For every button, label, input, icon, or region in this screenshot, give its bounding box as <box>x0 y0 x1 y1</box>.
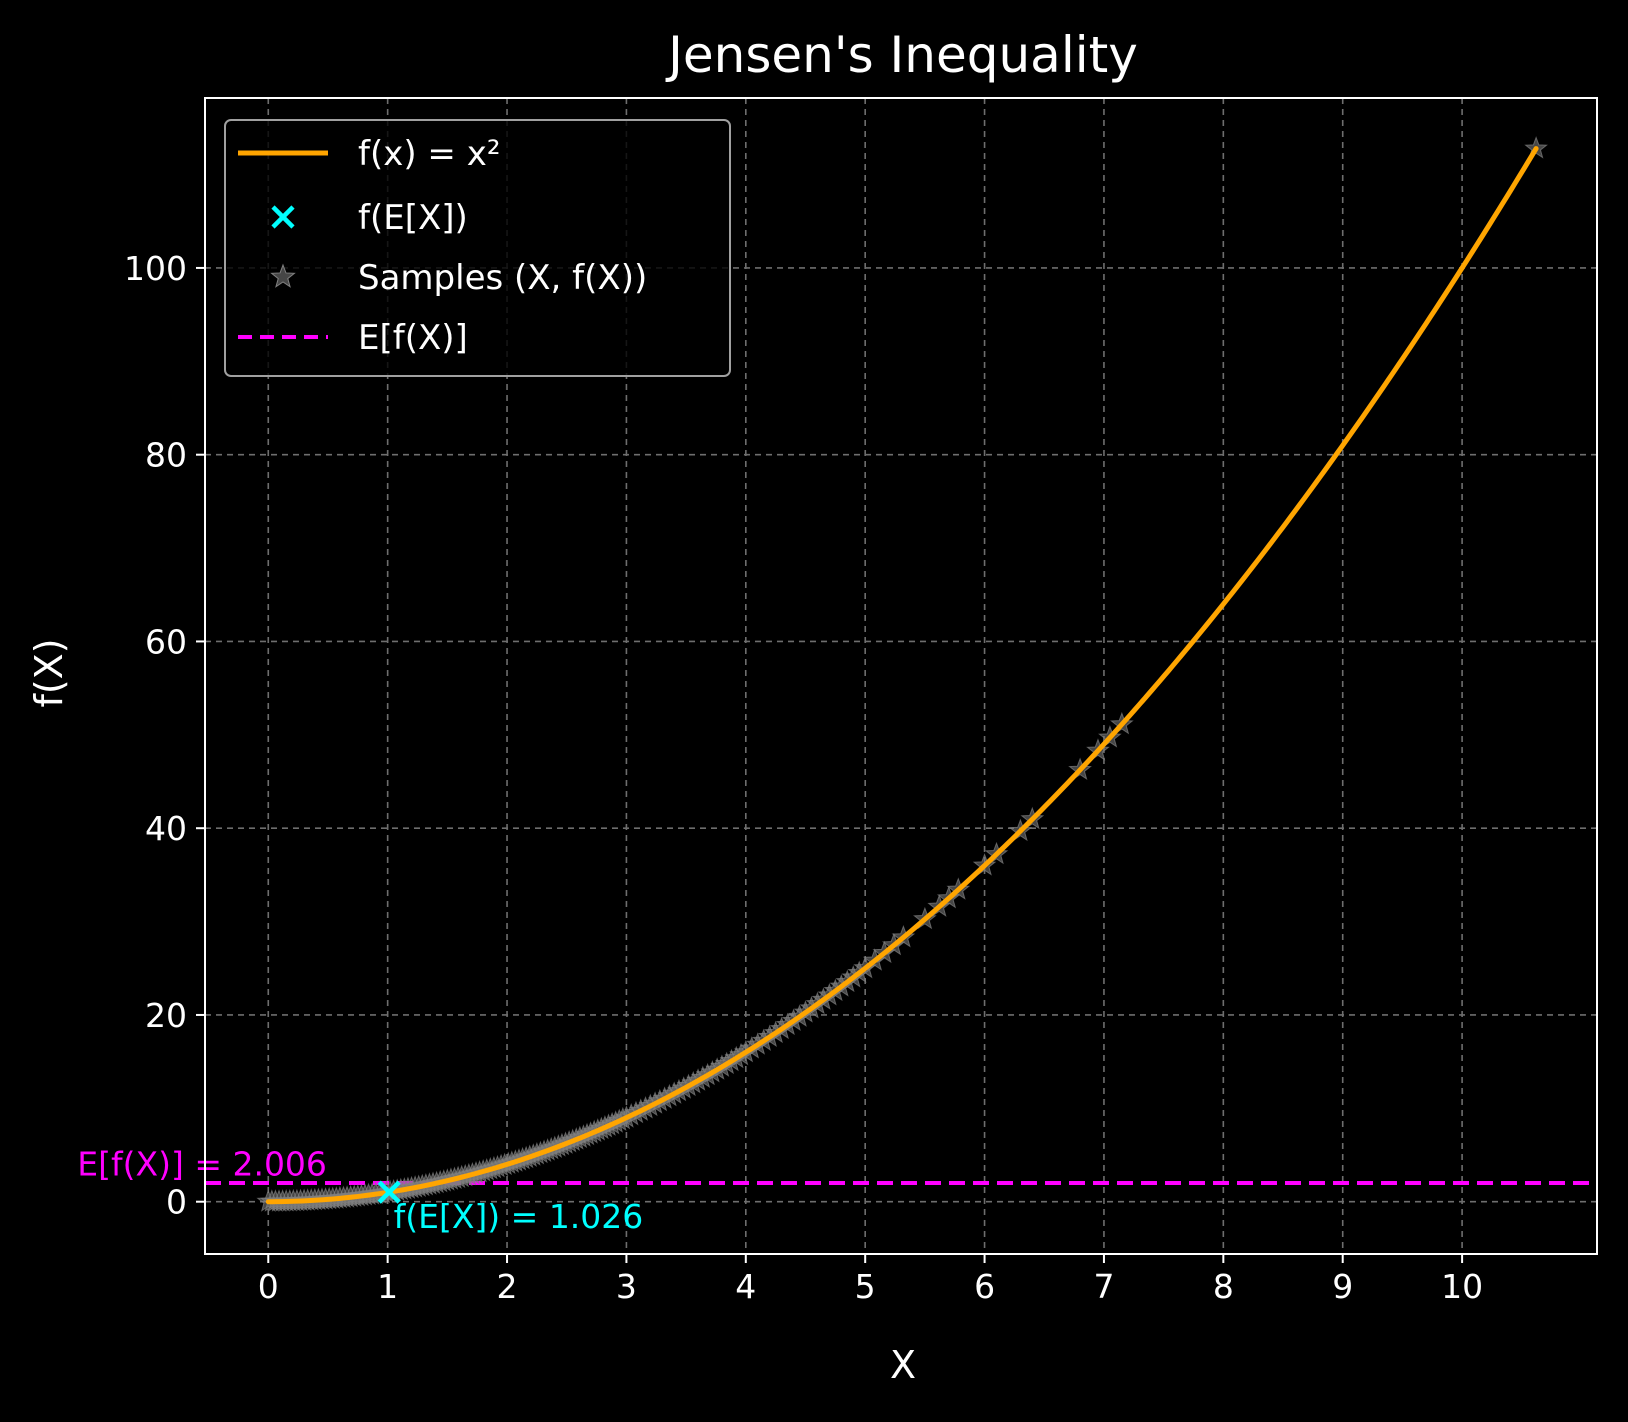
curve-layer <box>265 146 1539 1205</box>
legend-label: f(E[X]) <box>358 198 468 238</box>
y-tick-label: 100 <box>124 249 187 288</box>
expectation-point-layer <box>377 1180 401 1204</box>
legend-entry[interactable]: f(E[X]) <box>271 198 468 238</box>
f-e-x-marker <box>377 1180 401 1204</box>
x-tick-label: 5 <box>855 1267 876 1306</box>
legend-swatch-star <box>270 263 296 288</box>
legend[interactable]: f(x) = x² f(E[X]) Samples (X, f(X)) E[f(X)] <box>224 119 731 377</box>
annotation-e-f-x: E[f(X)] = 2.006 <box>77 1145 327 1184</box>
x-tick-label: 3 <box>616 1267 637 1306</box>
legend-entry[interactable]: E[f(X)] <box>238 318 468 358</box>
curve-f-x-squared <box>265 146 1539 1205</box>
y-tick-label: 80 <box>145 436 187 475</box>
x-tick-label: 0 <box>258 1267 279 1306</box>
legend-label: E[f(X)] <box>358 318 468 358</box>
y-tick-label: 20 <box>145 996 187 1035</box>
x-tick-label: 8 <box>1213 1267 1234 1306</box>
plot-frame <box>204 97 1598 1255</box>
x-tick-label: 6 <box>974 1267 995 1306</box>
y-tick-label: 40 <box>145 809 187 848</box>
y-tick-label: 60 <box>145 622 187 661</box>
x-tick-label: 10 <box>1441 1267 1483 1306</box>
legend-swatch-x-marker <box>271 205 295 229</box>
legend-box <box>224 119 731 377</box>
annotation-f-e-x: f(E[X]) = 1.026 <box>394 1197 644 1236</box>
chart-title: Jensen's Inequality <box>665 26 1138 84</box>
x-tick-label: 9 <box>1332 1267 1353 1306</box>
legend-label: f(x) = x² <box>358 134 500 174</box>
x-tick-label: 4 <box>735 1267 756 1306</box>
axes <box>204 97 1598 1255</box>
x-tick-label: 2 <box>497 1267 518 1306</box>
x-tick-label: 1 <box>377 1267 398 1306</box>
x-axis-label: X <box>890 1343 916 1387</box>
legend-entry[interactable]: Samples (X, f(X)) <box>270 258 648 298</box>
annotation-layer: E[f(X)] = 2.006 f(E[X]) = 1.026 <box>77 1145 643 1236</box>
legend-label: Samples (X, f(X)) <box>358 258 647 298</box>
x-tick-label: 7 <box>1093 1267 1114 1306</box>
legend-entry[interactable]: f(x) = x² <box>238 134 500 174</box>
y-axis-label: f(X) <box>27 638 71 707</box>
y-tick-label: 0 <box>166 1183 187 1222</box>
